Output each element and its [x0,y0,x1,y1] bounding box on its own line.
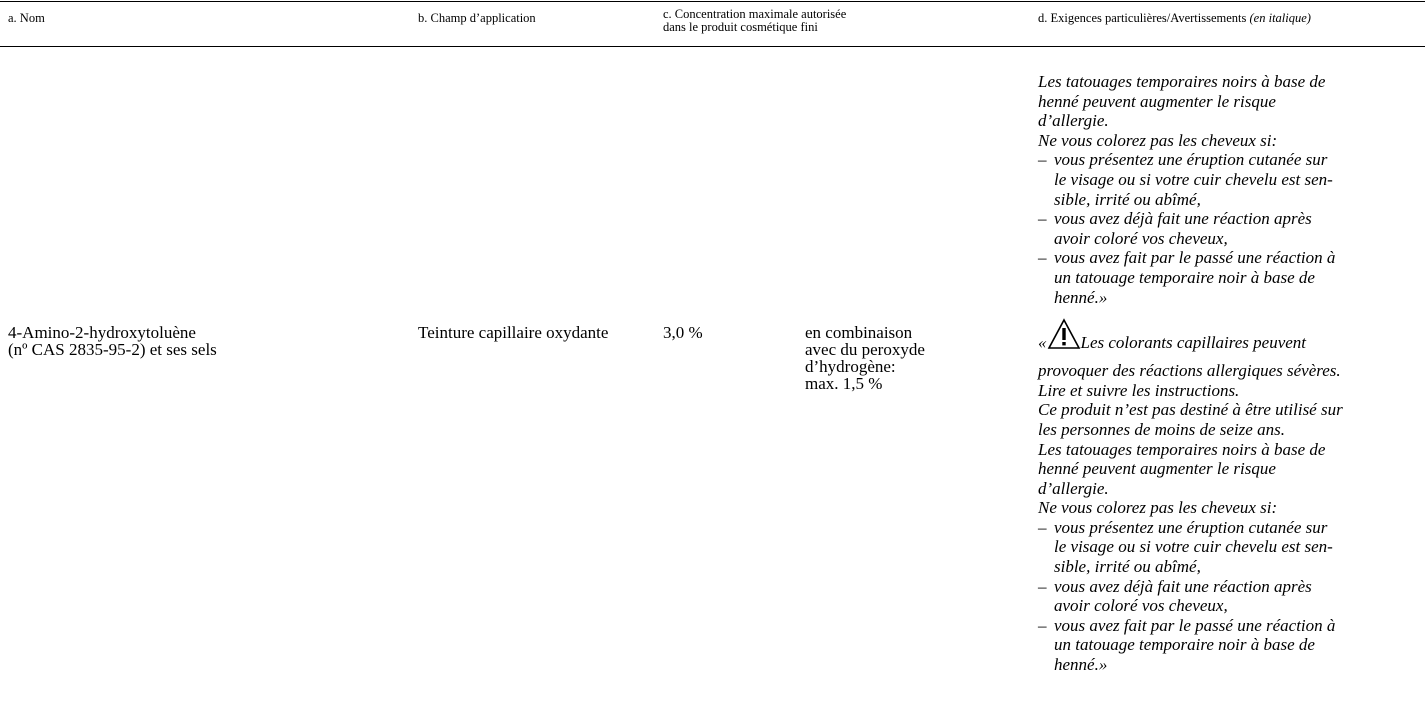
note-line: d’hydrogène: [805,357,896,376]
item-text: vous avez fait par le passé une réaction… [1054,615,1336,635]
warning-item-line: avoir coloré vos cheveux, [1038,596,1343,616]
warning-line: Ce produit n’est pas destiné à être util… [1038,400,1343,420]
item-text: vous avez fait par le passé une réaction… [1054,248,1336,268]
warning-line: d’allergie. [1038,111,1109,131]
warning-item-line: – vous présentez une éruption cutanée sur [1038,150,1343,170]
concentration-cell: 3,0 % [663,323,703,342]
header-d-text: d. Exigences particulières/Avertissement… [1038,11,1247,25]
name-line: 4-Amino-2-hydroxytoluène [8,323,196,342]
bullet: – [1038,150,1047,170]
warning-line: Ne vous colorez pas les cheveux si: [1038,130,1278,150]
warning-item-line: le visage ou si votre cuir chevelu est s… [1038,170,1343,190]
item-text: sible, irrité ou abîmé, [1054,189,1201,209]
note-line: max. 1,5 % [805,374,883,393]
item-text: un tatouage temporaire noir à base de [1054,635,1315,655]
item-text: vous présentez une éruption cutanée sur [1054,517,1328,537]
warnings-cell: Les tatouages temporaires noirs à base d… [1038,72,1343,675]
item-text: avoir coloré vos cheveux, [1054,228,1228,248]
item-text: le visage ou si votre cuir chevelu est s… [1054,169,1333,189]
warning-line: « Les colorants capillaires peuvent [1038,311,1343,361]
header-c-line: c. Concentration maximale autorisée [663,7,847,21]
bullet: – [1038,209,1047,229]
warning-item-line: avoir coloré vos cheveux, [1038,229,1343,249]
note-cell: en combinaison avec du peroxyde d’hydrog… [805,324,925,392]
item-text: un tatouage temporaire noir à base de [1054,267,1315,287]
item-text: sible, irrité ou abîmé, [1054,557,1201,577]
warning-line: henné peuvent augmenter le risque [1038,91,1276,111]
warning-item-line: sible, irrité ou abîmé, [1038,557,1343,577]
open-quote: « [1038,333,1047,353]
warning-item-line: le visage ou si votre cuir chevelu est s… [1038,537,1343,557]
item-text: vous avez déjà fait une réaction après [1054,576,1312,596]
item-text: vous avez déjà fait une réaction après [1054,209,1312,229]
item-text: vous présentez une éruption cutanée sur [1054,150,1328,170]
header-c-line: dans le produit cosmétique fini [663,20,818,34]
bullet: – [1038,517,1047,537]
warning-line: henné peuvent augmenter le risque [1038,459,1276,479]
note-line: avec du peroxyde [805,340,925,359]
item-text: le visage ou si votre cuir chevelu est s… [1054,537,1333,557]
warning-text: Les colorants capillaires peuvent [1080,333,1307,353]
warning-item-line: – vous avez fait par le passé une réactio… [1038,616,1343,636]
name-cell: 4-Amino-2-hydroxytoluène (nº CAS 2835-95… [8,324,217,358]
item-text: henné.» [1054,287,1108,307]
header-b: b. Champ d’application [418,11,536,25]
item-text: henné.» [1054,655,1108,675]
bullet: – [1038,248,1047,268]
warning-line: les personnes de moins de seize ans. [1038,419,1285,439]
header-rule [0,46,1425,47]
warning-line: Lire et suivre les instructions. [1038,380,1240,400]
bullet: – [1038,576,1047,596]
warning-item-line: henné.» [1038,288,1343,308]
warning-item-line: – vous avez déjà fait une réaction après [1038,209,1343,229]
header-d: d. Exigences particulières/Avertissement… [1038,12,1311,25]
item-text: avoir coloré vos cheveux, [1054,596,1228,616]
warning-item-line: – vous avez fait par le passé une réactio… [1038,248,1343,268]
header-c: c. Concentration maximale autorisée dans… [663,8,846,34]
warning-item-line: – vous avez déjà fait une réaction après [1038,577,1343,597]
warning-item-line: – vous présentez une éruption cutanée sur [1038,518,1343,538]
note-line: en combinaison [805,323,913,342]
warning-line: d’allergie. [1038,478,1109,498]
warning-item-line: un tatouage temporaire noir à base de [1038,635,1343,655]
name-line: (nº CAS 2835-95-2) et ses sels [8,340,217,359]
warning-item-line: henné.» [1038,655,1343,675]
warning-line: Ne vous colorez pas les cheveux si: [1038,498,1278,518]
field-cell: Teinture capillaire oxydante [418,323,609,342]
warning-item-line: sible, irrité ou abîmé, [1038,190,1343,210]
warning-item-line: un tatouage temporaire noir à base de [1038,268,1343,288]
warning-icon [1047,318,1080,349]
top-rule [0,1,1425,2]
warning-line: provoquer des réactions allergiques sévè… [1038,361,1341,381]
bullet: – [1038,615,1047,635]
warning-line: Les tatouages temporaires noirs à base d… [1038,439,1326,459]
header-a: a. Nom [8,11,45,25]
warning-line: Les tatouages temporaires noirs à base d… [1038,72,1326,91]
header-d-italic: (en italique) [1249,11,1311,25]
